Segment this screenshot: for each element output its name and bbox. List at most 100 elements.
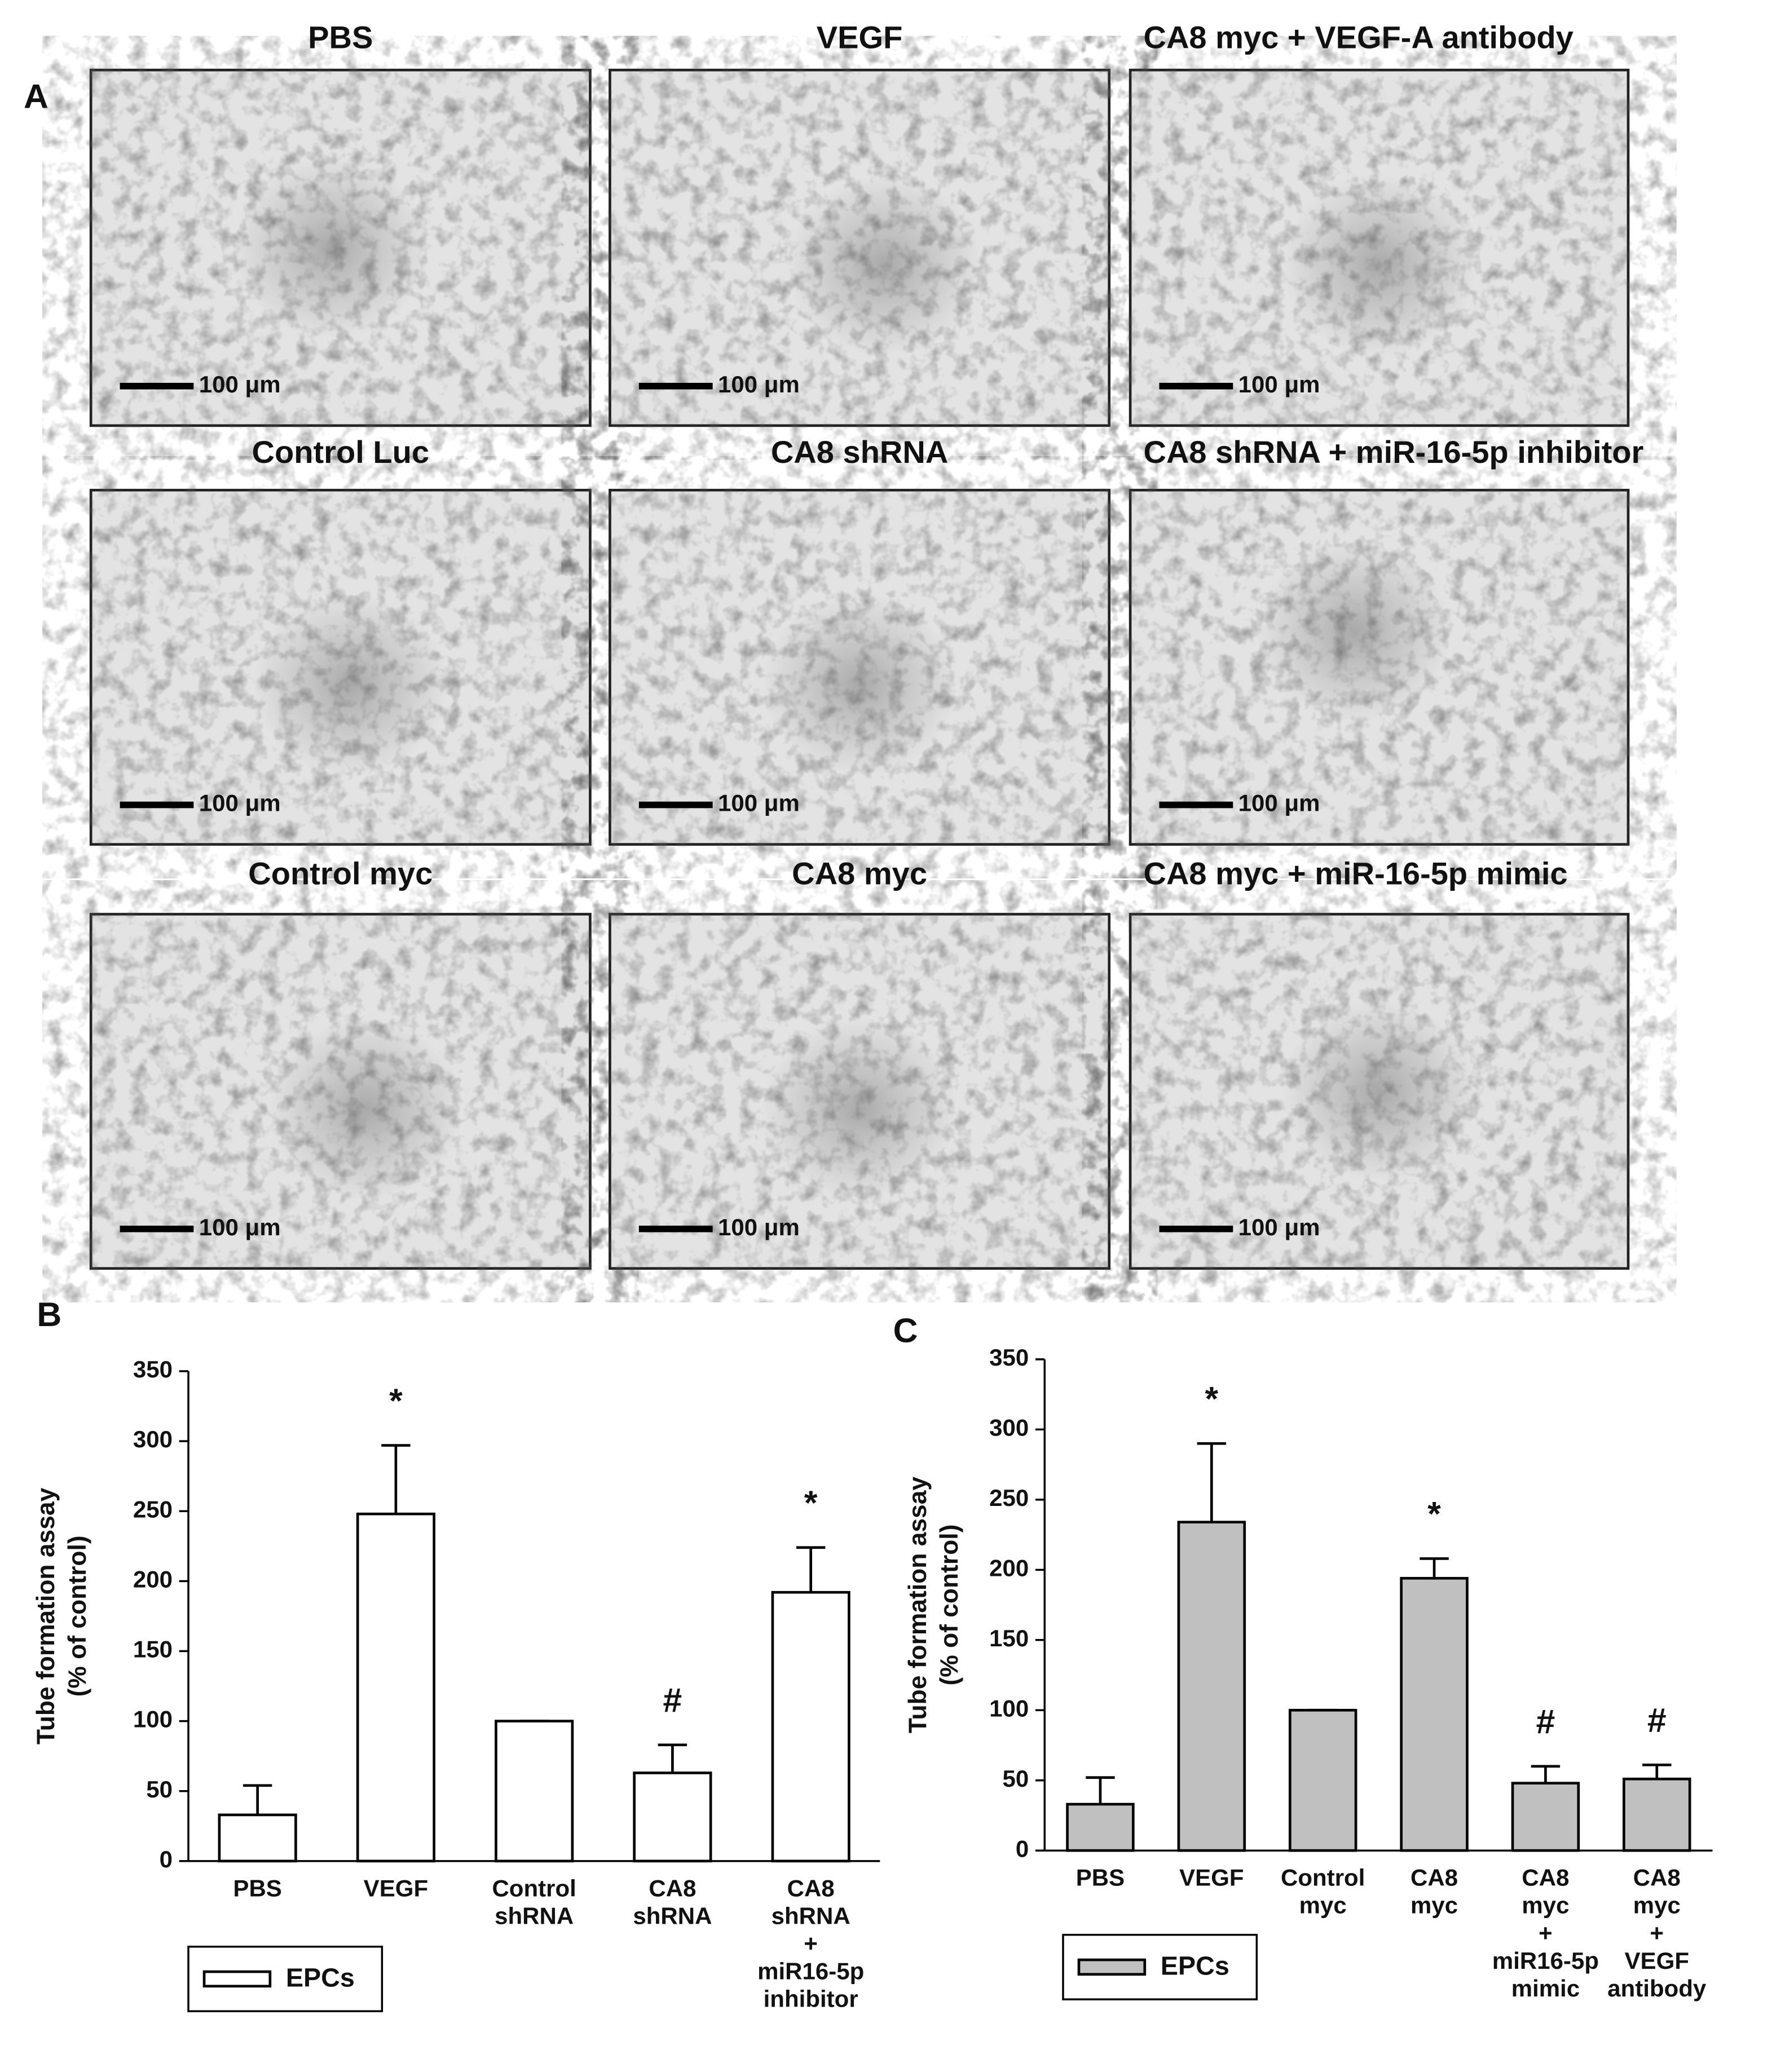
- scale-bar-label: 100 μm: [199, 371, 281, 397]
- x-tick-label: myc: [1633, 1892, 1681, 1919]
- micrograph-texture: [92, 915, 589, 1267]
- y-tick-label: 300: [989, 1415, 1029, 1441]
- y-tick-label: 0: [160, 1846, 173, 1872]
- bar: [771, 1591, 850, 1863]
- x-tick-label: antibody: [1607, 1975, 1707, 2002]
- significance-marker: *: [1205, 1380, 1219, 1418]
- x-tick-label: PBS: [1076, 1865, 1125, 1891]
- y-tick-label: 150: [133, 1636, 173, 1663]
- micrograph-title: VEGF: [817, 19, 903, 55]
- bar: [218, 1813, 297, 1863]
- panel-label: B: [37, 1295, 61, 1333]
- x-tick-label: myc: [1522, 1892, 1569, 1919]
- y-tick-label: 100: [133, 1706, 173, 1733]
- micrograph-title: CA8 myc + miR-16-5p mimic: [1143, 856, 1567, 891]
- micrograph-title: CA8 myc: [792, 856, 927, 891]
- x-tick-label: CA8: [1410, 1865, 1458, 1891]
- micrograph-title: PBS: [308, 19, 373, 55]
- scale-bar-label: 100 μm: [1238, 371, 1320, 397]
- x-tick-label: inhibitor: [764, 1986, 858, 2012]
- x-tick-label: shRNA: [772, 1902, 850, 1929]
- y-tick-label: 50: [1002, 1765, 1029, 1792]
- x-tick-label: miR16-5p: [1492, 1947, 1599, 1974]
- y-tick-label: 350: [133, 1356, 173, 1382]
- micrograph-texture: [611, 915, 1108, 1267]
- x-tick-label: miR16-5p: [757, 1958, 864, 1985]
- y-tick-label: 200: [989, 1554, 1029, 1581]
- y-tick-label: 150: [989, 1625, 1029, 1651]
- x-tick-label: Control: [1281, 1865, 1365, 1891]
- y-axis-label: Tube formation assay: [904, 1477, 932, 1734]
- scale-bar-label: 100 μm: [1238, 790, 1320, 816]
- significance-marker: #: [1536, 1702, 1555, 1740]
- scale-bar-label: 100 μm: [199, 1214, 281, 1240]
- scale-bar-label: 100 μm: [718, 790, 800, 816]
- panel-label: A: [24, 77, 49, 116]
- scale-bar-label: 100 μm: [718, 371, 800, 397]
- micrograph-texture: [1131, 71, 1627, 425]
- bar: [495, 1720, 574, 1863]
- scale-bar-label: 100 μm: [718, 1214, 800, 1240]
- x-tick-label: CA8: [1522, 1865, 1569, 1891]
- y-tick-label: 200: [133, 1566, 173, 1592]
- legend-swatch: [202, 1970, 272, 1988]
- x-tick-label: shRNA: [495, 1902, 574, 1929]
- panel-label: C: [893, 1311, 918, 1349]
- bar: [356, 1512, 435, 1863]
- bar: [633, 1771, 712, 1863]
- significance-marker: *: [1427, 1495, 1441, 1533]
- significance-marker: #: [663, 1681, 682, 1719]
- y-axis-label: Tube formation assay: [32, 1487, 60, 1744]
- x-tick-label: PBS: [233, 1875, 281, 1901]
- y-tick-label: 100: [989, 1695, 1029, 1721]
- x-tick-label: +: [1538, 1920, 1553, 1946]
- x-tick-label: CA8: [787, 1875, 835, 1901]
- x-tick-label: +: [804, 1930, 818, 1956]
- bar: [1511, 1782, 1580, 1852]
- x-tick-label: CA8: [649, 1875, 696, 1901]
- legend-box: [1062, 1933, 1258, 2000]
- y-tick-label: 300: [133, 1426, 173, 1452]
- scale-bar-label: 100 μm: [199, 790, 281, 816]
- micrograph-title: Control myc: [248, 856, 433, 891]
- bar: [1623, 1777, 1691, 1852]
- y-axis-label: (% of control): [64, 1535, 91, 1697]
- y-tick-label: 350: [989, 1344, 1029, 1371]
- x-tick-label: myc: [1410, 1892, 1458, 1919]
- significance-marker: #: [1647, 1701, 1667, 1739]
- micrograph-texture: [1131, 915, 1627, 1267]
- y-tick-label: 250: [989, 1485, 1029, 1511]
- y-tick-label: 50: [146, 1776, 173, 1802]
- bar: [1177, 1521, 1246, 1852]
- significance-marker: *: [389, 1381, 403, 1420]
- legend-label: EPCs: [1161, 1951, 1229, 1980]
- micrograph-texture: [611, 491, 1108, 843]
- legend-swatch: [1077, 1958, 1147, 1976]
- x-tick-label: VEGF: [1625, 1947, 1689, 1974]
- micrograph-title: CA8 shRNA: [771, 434, 949, 470]
- bar: [1288, 1708, 1357, 1852]
- micrograph-texture: [92, 491, 589, 843]
- x-tick-label: VEGF: [364, 1875, 428, 1901]
- x-tick-label: CA8: [1633, 1865, 1681, 1891]
- bar: [1400, 1576, 1469, 1852]
- micrograph-title: CA8 shRNA + miR-16-5p inhibitor: [1143, 434, 1643, 470]
- x-tick-label: VEGF: [1179, 1865, 1244, 1891]
- x-tick-label: +: [1650, 1920, 1664, 1946]
- x-tick-label: Control: [492, 1875, 576, 1901]
- y-tick-label: 250: [133, 1496, 173, 1522]
- significance-marker: *: [804, 1483, 818, 1522]
- micrograph-title: CA8 myc + VEGF-A antibody: [1143, 19, 1573, 55]
- micrograph-texture: [92, 71, 589, 425]
- scale-bar-label: 100 μm: [1238, 1214, 1320, 1240]
- bar: [1066, 1802, 1135, 1852]
- micrograph-texture: [611, 71, 1108, 425]
- legend-label: EPCs: [286, 1963, 355, 1992]
- x-tick-label: myc: [1299, 1892, 1347, 1919]
- micrograph-title: Control Luc: [252, 434, 429, 470]
- x-tick-label: shRNA: [633, 1902, 712, 1929]
- y-axis-label: (% of control): [936, 1525, 963, 1686]
- x-tick-label: mimic: [1511, 1975, 1580, 2002]
